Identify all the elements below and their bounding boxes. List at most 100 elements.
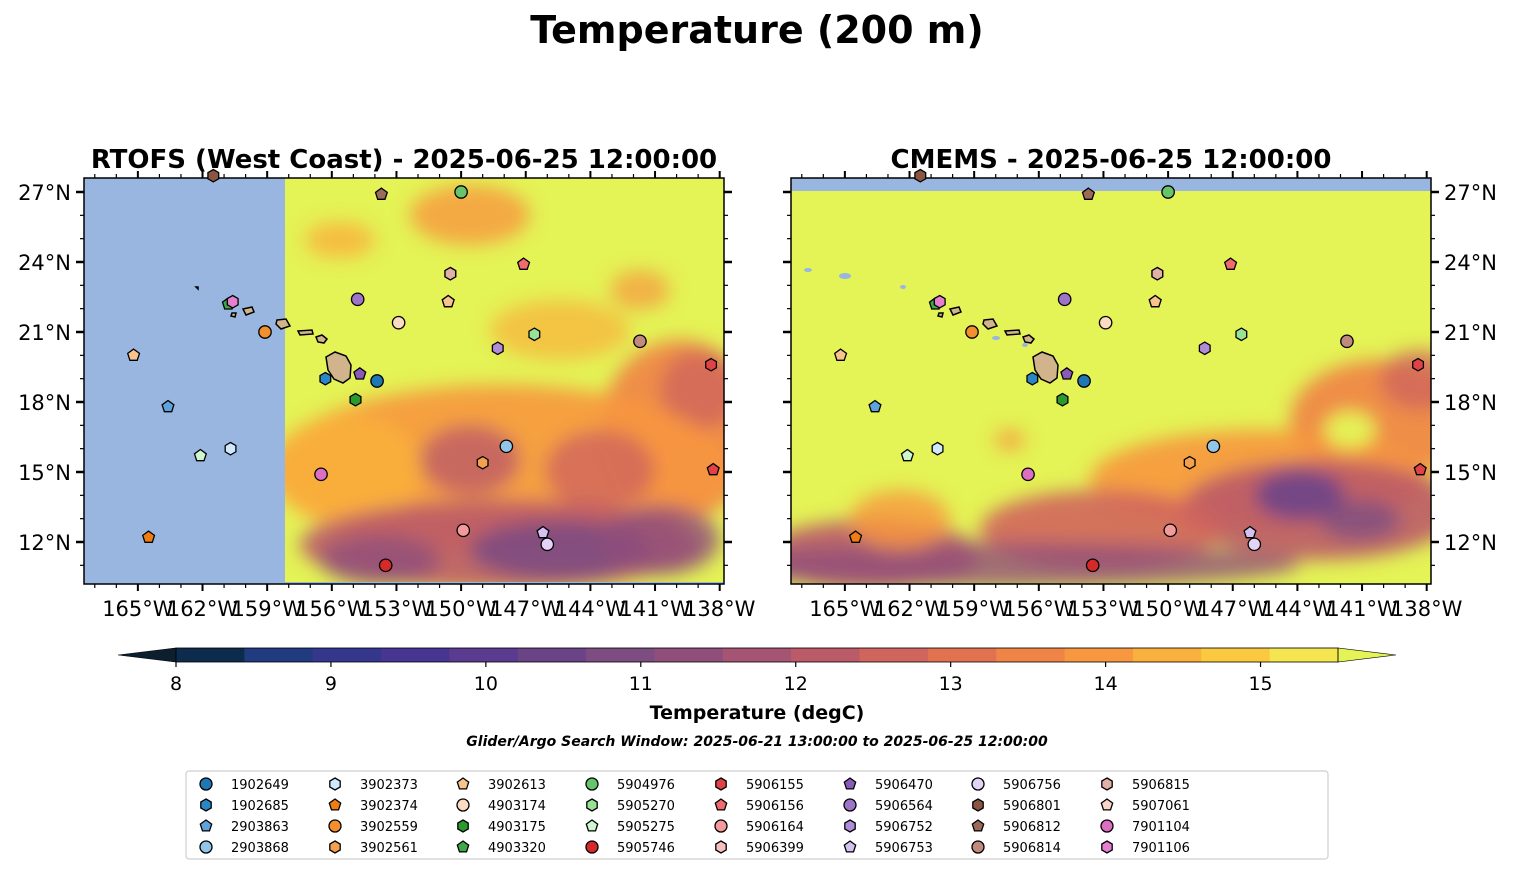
legend-marker-5906156	[714, 798, 728, 811]
legend-marker-5906812	[971, 819, 985, 832]
legend-label: 3902559	[360, 820, 418, 835]
lon-tick-label: 159°W	[938, 597, 1010, 621]
legend-marker-7901106	[1101, 840, 1113, 854]
islet-patches-cmems	[804, 268, 1028, 347]
lat-tick-label: 15°N	[1444, 461, 1497, 485]
lon-tick-label: 153°W	[361, 597, 433, 621]
colorbar-label: Temperature (degC)	[650, 702, 865, 724]
lat-tick-label: 24°N	[1444, 251, 1497, 275]
legend-label: 3902373	[360, 778, 418, 793]
float-marker-5906815	[1151, 266, 1164, 281]
float-marker-5905746	[1085, 558, 1100, 573]
legend-marker-3902373	[329, 777, 341, 791]
float-marker-4903174	[391, 315, 406, 330]
legend-marker-5906814	[971, 840, 985, 854]
legend-marker-2903863	[199, 819, 213, 832]
float-markers-rtofs[interactable]	[126, 168, 720, 573]
float-marker-5906155	[705, 357, 718, 372]
legend-marker-5906470	[843, 777, 857, 790]
lon-tick-label: 144°W	[1262, 597, 1334, 621]
legend-label: 5906814	[1003, 841, 1061, 856]
panel-title-rtofs: RTOFS (West Coast) - 2025-06-25 12:00:00	[91, 145, 717, 175]
lon-tick-label: 147°W	[1197, 597, 1269, 621]
float-marker-7901106	[226, 294, 239, 309]
legend-label: 5905275	[617, 820, 675, 835]
colorbar: 8 9 10 11 12 13 14 15	[117, 647, 1397, 695]
float-marker-2903863	[161, 399, 175, 413]
float-marker-5906164	[456, 523, 471, 538]
lon-tick-label: 165°W	[102, 597, 174, 621]
lon-tick-label: 138°W	[684, 597, 756, 621]
float-marker-5906753	[536, 525, 550, 539]
legend-marker-5906801	[972, 798, 984, 812]
legend-marker-5904976	[585, 777, 599, 791]
float-marker-5906812	[1081, 187, 1096, 200]
colorbar-segment	[381, 648, 450, 662]
lon-tick-label: 141°W	[619, 597, 691, 621]
lon-tick-label: 156°W	[296, 597, 368, 621]
legend-marker-4903320	[456, 840, 470, 853]
figure-title: Temperature (200 m)	[530, 8, 983, 52]
lon-tick-label: 162°W	[167, 597, 239, 621]
legend-label: 4903174	[488, 799, 546, 814]
float-marker-2903868	[1206, 439, 1221, 454]
map-panel-rtofs[interactable]: RTOFS (West Coast) - 2025-06-25 12:00:00	[18, 145, 760, 621]
colorbar-segment	[449, 648, 519, 662]
legend-marker-5905746	[585, 840, 599, 854]
legend-label: 1902649	[231, 778, 289, 793]
map-frame-rtofs	[83, 177, 725, 585]
legend-label: 5906756	[1003, 778, 1061, 793]
float-marker-3902559	[258, 325, 272, 339]
colorbar-extend-high	[1337, 647, 1397, 663]
float-marker-5904976	[1161, 185, 1175, 199]
legend-label: 5906801	[1003, 799, 1061, 814]
float-marker-1902685	[319, 371, 332, 386]
legend-label: 4903320	[488, 841, 546, 856]
axis-ticks-rtofs: 165°W162°W159°W156°W153°W150°W147°W144°W…	[18, 171, 756, 621]
legend-label: 5905270	[617, 799, 675, 814]
lat-tick-label: 21°N	[18, 321, 71, 345]
colorbar-segment	[654, 648, 724, 662]
lat-tick-label: 24°N	[18, 251, 71, 275]
float-marker-5906801	[207, 168, 220, 183]
legend-marker-5906756	[971, 777, 985, 791]
float-marker-5906156	[1223, 257, 1238, 270]
float-marker-extra-b	[1148, 294, 1162, 308]
colorbar-segment	[859, 648, 929, 662]
legend-marker-1902685	[200, 798, 212, 812]
float-marker-5906156	[516, 257, 531, 270]
colorbar-tick-label: 12	[784, 673, 808, 695]
legend-label: 5906564	[875, 799, 933, 814]
float-markers-cmems[interactable]	[833, 168, 1427, 573]
colorbar-segment	[996, 648, 1066, 662]
coastline-cmems	[937, 306, 1059, 384]
legend-label: 3902613	[488, 778, 546, 793]
float-marker-5905270	[528, 327, 541, 342]
legend-label: 4903175	[488, 820, 546, 835]
colorbar-segment	[927, 648, 997, 662]
map-panel-cmems[interactable]: CMEMS - 2025-06-25 12:00:00	[700, 145, 1497, 621]
legend-label: 7901104	[1132, 820, 1190, 835]
legend-marker-5906752	[844, 819, 856, 833]
colorbar-segment	[312, 648, 382, 662]
colorbar-tick-label: 11	[629, 673, 653, 695]
legend-marker-3902613	[456, 777, 470, 790]
legend-marker-5906399	[715, 840, 727, 854]
float-marker-5906753	[1243, 525, 1257, 539]
float-marker-4903175	[349, 392, 362, 407]
legend-marker-5906155	[715, 777, 727, 791]
lon-tick-label: 162°W	[874, 597, 946, 621]
legend-label: 2903868	[231, 841, 289, 856]
float-marker-5906752	[491, 341, 504, 356]
float-marker-5906564	[1057, 292, 1072, 307]
lon-tick-label: 150°W	[1132, 597, 1204, 621]
legend-label: 5906753	[875, 841, 933, 856]
colorbar-segment	[722, 648, 792, 662]
map-frame-cmems	[790, 177, 1432, 585]
lon-tick-label: 153°W	[1068, 597, 1140, 621]
float-marker-extra-a	[1413, 462, 1427, 476]
legend-marker-4903175	[457, 819, 469, 833]
float-marker-5905746	[378, 558, 393, 573]
float-marker-5906756	[1247, 537, 1262, 552]
